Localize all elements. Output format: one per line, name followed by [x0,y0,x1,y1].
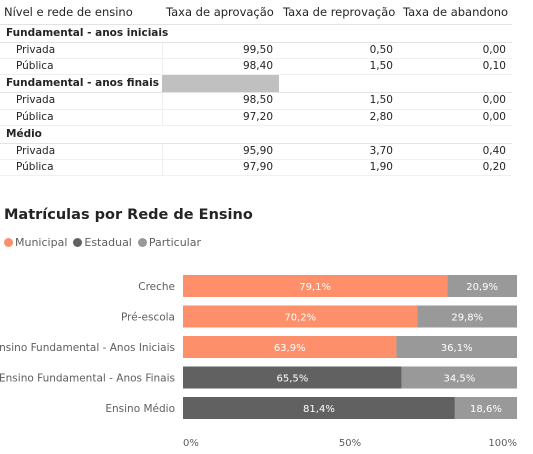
rates-table: Nível e rede de ensino Taxa de aprovação… [0,0,512,177]
bar-segment[interactable] [396,336,517,358]
group-name: Fundamental - anos iniciais [0,24,512,43]
data-label: 63,9% [274,343,306,354]
bar-segment[interactable] [417,305,517,328]
data-label: 65,5% [276,374,308,385]
category-label: Ensino Fundamental - Anos Iniciais [0,342,175,354]
group-row[interactable]: Médio [0,125,512,144]
stacked-bar-chart: Creche 79,1% 20,9% Pré-escola 70,2% 29,8% Ensi… [0,275,517,449]
chart-title: Matrículas por Rede de Ensino [4,207,253,223]
legend-item-municipal[interactable]: Municipal [4,236,67,249]
header-reprovacao[interactable]: Taxa de reprovação [279,0,399,25]
cell-reprovacao: 1,50 [279,58,399,76]
data-label: 34,5% [443,374,475,385]
header-abandono[interactable]: Taxa de abandono [399,0,512,25]
legend-dot-icon [4,238,13,247]
legend-item-estadual[interactable]: Estadual [73,236,132,249]
row-label: Privada [0,92,163,110]
cell-reprovacao: 3,70 [279,143,399,160]
group-name: Fundamental - anos finais [0,74,162,94]
data-label: 18,6% [470,404,502,415]
row-label: Privada [0,143,163,160]
legend-dot-icon [73,238,83,247]
bar-segment[interactable] [183,305,418,328]
category-label: Pré-escola [121,312,175,324]
cell-abandono: 0,00 [399,92,512,110]
table-row[interactable]: Privada 95,90 3,70 0,40 [0,143,512,160]
cell-aprovacao: 97,20 [162,109,279,126]
bar-segment[interactable] [454,397,517,419]
bar-segment[interactable] [183,336,397,358]
cell-abandono: 0,10 [399,58,512,76]
bar-segment[interactable] [401,366,517,389]
cell-abandono: 0,20 [399,159,512,177]
data-label: 29,8% [451,313,483,324]
cell-reprovacao: 1,90 [279,159,399,177]
cell-aprovacao: 95,90 [162,143,279,160]
bar-segment[interactable] [183,397,455,419]
table-row[interactable]: Pública 98,40 1,50 0,10 [0,58,512,76]
cell-reprovacao: 0,50 [279,42,399,60]
table-row[interactable]: Privada 99,50 0,50 0,00 [0,42,512,60]
row-label: Pública [0,58,163,76]
cell-aprovacao: 97,90 [162,159,279,177]
bar-segment[interactable] [183,275,448,297]
selected-cell [162,74,279,94]
legend-label: Particular [148,236,201,249]
data-label: 20,9% [466,282,498,293]
cell-aprovacao: 99,50 [162,42,279,60]
legend-item-particular[interactable]: Particular [137,236,201,249]
group-row[interactable]: Fundamental - anos iniciais [0,24,512,43]
bar-segment[interactable] [183,366,402,389]
category-label: Ensino Médio [105,403,175,415]
data-label: 79,1% [299,282,331,293]
category-label: Creche [138,281,175,293]
bar-segment[interactable] [447,275,517,297]
legend-label: Estadual [84,236,132,249]
data-label: 70,2% [284,313,316,324]
group-name: Médio [0,125,512,144]
cell-abandono: 0,00 [399,109,512,126]
legend-label: Municipal [15,236,68,249]
cell-aprovacao: 98,50 [162,92,279,110]
table-header-row: Nível e rede de ensino Taxa de aprovação… [0,0,512,25]
x-tick-label: 50% [339,438,361,449]
header-nivel[interactable]: Nível e rede de ensino [0,0,162,25]
cell-abandono: 0,00 [399,42,512,60]
x-tick-label: 100% [488,438,517,449]
category-label: Ensino Fundamental - Anos Finais [0,373,175,385]
group-row[interactable]: Fundamental - anos finais [0,74,512,94]
row-label: Privada [0,42,163,60]
cell-reprovacao: 1,50 [279,92,399,110]
row-label: Pública [0,159,163,177]
cell-reprovacao: 2,80 [279,109,399,126]
legend-dot-icon [137,238,147,247]
table-row[interactable]: Pública 97,90 1,90 0,20 [0,159,512,177]
x-tick-label: 0% [183,438,199,449]
table-row[interactable]: Privada 98,50 1,50 0,00 [0,92,512,110]
header-aprovacao[interactable]: Taxa de aprovação [162,0,279,25]
data-label: 81,4% [303,404,335,415]
cell-aprovacao: 98,40 [162,58,279,76]
cell-abandono: 0,40 [399,143,512,160]
table-row[interactable]: Pública 97,20 2,80 0,00 [0,109,512,126]
data-label: 36,1% [441,343,473,354]
chart-legend: Municipal Estadual Particular [4,236,201,249]
row-label: Pública [0,109,163,126]
